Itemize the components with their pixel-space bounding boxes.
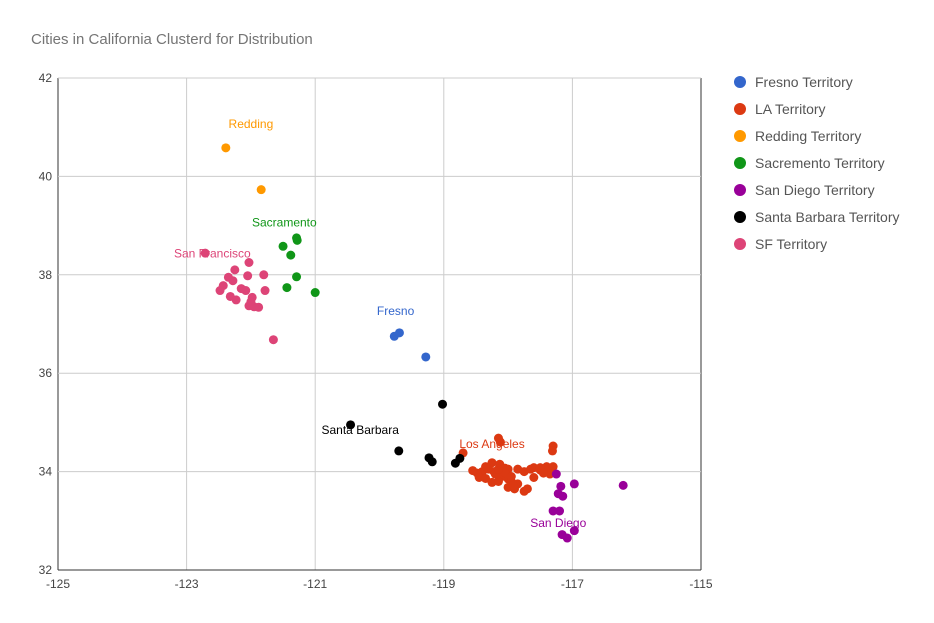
x-tick-label: -119 [432, 577, 455, 591]
data-point [481, 462, 491, 472]
cluster-label: Sacramento [252, 216, 317, 230]
data-point [292, 235, 302, 245]
data-point [215, 286, 225, 296]
legend-marker [734, 237, 746, 250]
x-tick-label: -123 [175, 577, 199, 591]
grid-lines [57, 77, 702, 571]
data-point [221, 143, 231, 153]
y-tick-label: 42 [39, 71, 53, 85]
data-point [618, 480, 628, 490]
data-point [278, 241, 288, 251]
legend-label: SF Territory [755, 235, 828, 252]
data-point [495, 437, 505, 447]
cluster-label: Los Angeles [459, 437, 524, 451]
legend-label: LA Territory [755, 100, 826, 117]
y-tick-label: 36 [39, 366, 53, 380]
data-point [244, 258, 254, 267]
data-point [522, 484, 532, 494]
cluster-labels: Fresno Los Angeles Redding Sacramento San Di… [174, 117, 587, 530]
data-point [569, 479, 579, 489]
legend-label: Sacremento Territory [755, 154, 885, 171]
data-point [346, 420, 356, 430]
legend-item[interactable]: SF Territory [734, 230, 899, 257]
data-point [286, 250, 296, 260]
data-point [259, 270, 269, 280]
data-point [506, 472, 516, 482]
data-point [394, 446, 404, 456]
cluster-label: Fresno [377, 304, 415, 318]
legend-marker [734, 210, 746, 223]
x-tick-label: -121 [303, 577, 327, 591]
data-point [508, 480, 518, 490]
y-tick-label: 38 [39, 268, 53, 282]
data-point [230, 265, 240, 275]
data-point [556, 481, 566, 491]
data-point [268, 335, 278, 345]
legend-label: Santa Barbara Territory [755, 208, 900, 225]
data-point [254, 302, 264, 312]
data-point [292, 272, 302, 282]
data-point [493, 476, 503, 486]
y-tick-label: 34 [39, 465, 53, 479]
data-point [548, 506, 558, 516]
data-points [200, 143, 628, 543]
x-tick-label: -117 [561, 577, 584, 591]
legend: Fresno Territory LA Territory Redding Terr… [734, 68, 899, 257]
data-point [555, 506, 565, 516]
cluster-label: Redding [229, 117, 274, 131]
data-point [493, 464, 503, 474]
legend-marker [734, 102, 746, 115]
data-point [558, 491, 568, 501]
data-point [529, 473, 539, 483]
data-point [282, 283, 292, 293]
data-point [310, 288, 320, 298]
legend-label: San Diego Territory [755, 181, 875, 198]
cluster-label: Santa Barbara [322, 423, 400, 437]
data-point [438, 399, 448, 409]
x-tick-label: -125 [46, 577, 70, 591]
chart-title: Cities in California Clusterd for Distri… [31, 31, 313, 48]
y-tick-label: 32 [39, 563, 53, 577]
x-tick-label: -115 [689, 577, 712, 591]
data-point [562, 533, 572, 543]
data-point [551, 469, 561, 479]
data-point [427, 457, 437, 467]
legend-item[interactable]: Redding Territory [734, 122, 899, 149]
data-point [548, 462, 558, 472]
legend-marker [734, 156, 746, 169]
data-point [547, 446, 557, 456]
legend-label: Redding Territory [755, 127, 862, 144]
legend-item[interactable]: LA Territory [734, 95, 899, 122]
legend-item[interactable]: San Diego Territory [734, 176, 899, 203]
legend-marker [734, 75, 746, 88]
data-point [481, 473, 491, 483]
data-point [394, 328, 404, 338]
data-point [538, 468, 548, 478]
data-point [200, 248, 210, 258]
legend-item[interactable]: Santa Barbara Territory [734, 203, 899, 230]
legend-marker [734, 129, 746, 142]
data-point [228, 276, 238, 286]
legend-item[interactable]: Sacremento Territory [734, 149, 899, 176]
data-point [241, 286, 251, 296]
legend-marker [734, 183, 746, 196]
data-point [260, 286, 270, 296]
data-point [450, 458, 460, 468]
data-point [569, 526, 579, 536]
data-point [468, 466, 478, 476]
legend-item[interactable]: Fresno Territory [734, 68, 899, 95]
data-point [256, 185, 266, 195]
tick-labels: -125 -123 -121 -119 -117 -115 32 34 36 38 40 42 [39, 71, 713, 591]
legend-label: Fresno Territory [755, 73, 853, 90]
y-tick-label: 40 [39, 169, 53, 183]
data-point [246, 297, 256, 307]
data-point [243, 271, 253, 281]
cluster-label: San Francisco [174, 247, 251, 261]
data-point [421, 352, 431, 362]
cluster-label: San Diego [530, 516, 586, 530]
data-point [231, 295, 241, 305]
